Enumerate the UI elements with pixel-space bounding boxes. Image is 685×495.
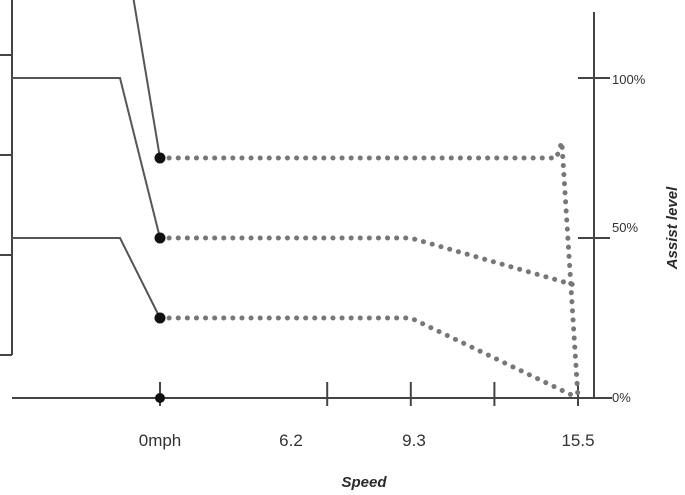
y-axis-title: Assist level [664,186,681,270]
series-0-start-point [154,152,166,164]
x-tick-label-9-3: 9.3 [402,431,426,450]
series-2-start-point [154,312,166,324]
x-tick-label-15-5: 15.5 [561,431,594,450]
y-tick-label-100: 100% [612,72,646,87]
series-1 [12,77,581,289]
series-0-lead-line [132,0,161,159]
series-2 [12,237,581,401]
x-tick-label-0mph: 0mph [139,431,182,450]
series-1-lead-line [12,77,161,239]
series-2-lead-line [12,237,161,319]
series-2-dotted-line [157,315,581,401]
speed-axis [12,382,612,406]
series-0 [132,0,581,401]
assist-level-axis [578,12,610,399]
x-origin-dot [155,393,165,403]
series-1-start-point [154,232,166,244]
y-tick-label-50: 50% [612,220,638,235]
x-axis-title: Speed [341,474,387,491]
x-tick-label-6-2: 6.2 [279,431,303,450]
y-tick-label-0: 0% [612,390,631,405]
left-axis [0,0,13,356]
series-1-dotted-line [157,235,581,289]
series-0-dotted-line [157,141,581,401]
series-group [12,0,581,401]
